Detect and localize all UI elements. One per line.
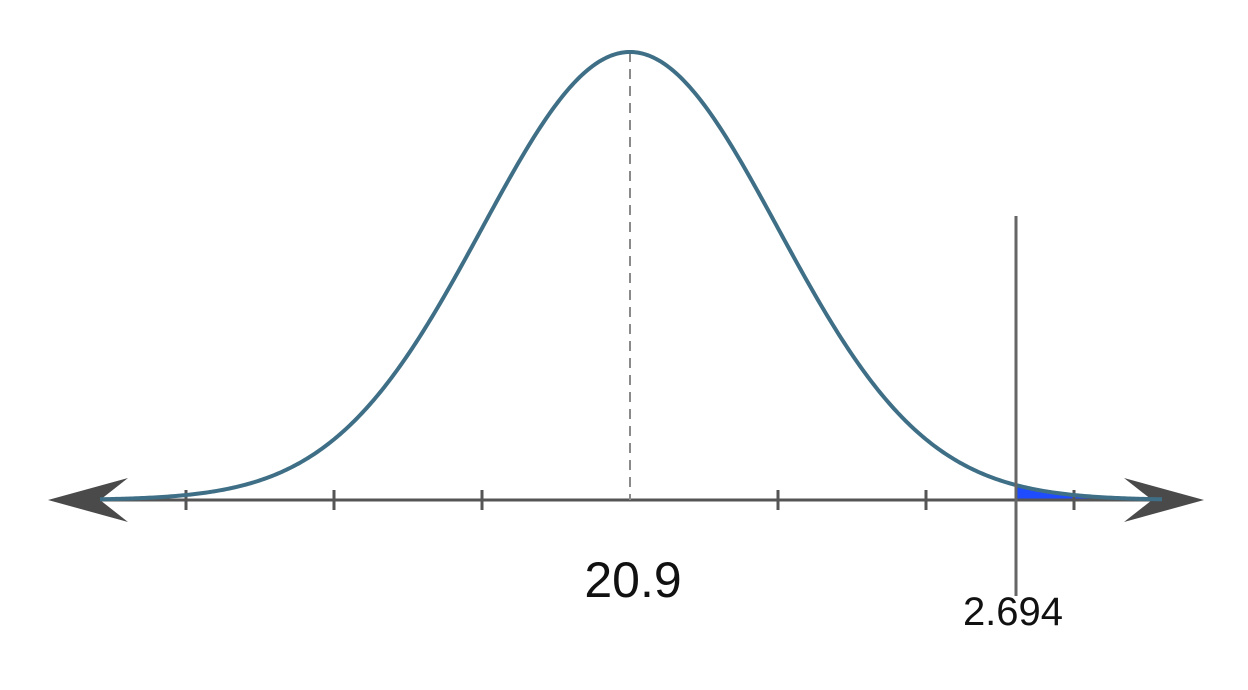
bell-curve bbox=[99, 50, 1163, 502]
mean-label: 20.9 bbox=[584, 552, 681, 608]
right-tail-shade bbox=[1016, 485, 1162, 500]
right-arrow-icon bbox=[1124, 478, 1204, 522]
left-arrow-icon bbox=[48, 478, 128, 522]
cutoff-label: 2.694 bbox=[963, 590, 1063, 634]
